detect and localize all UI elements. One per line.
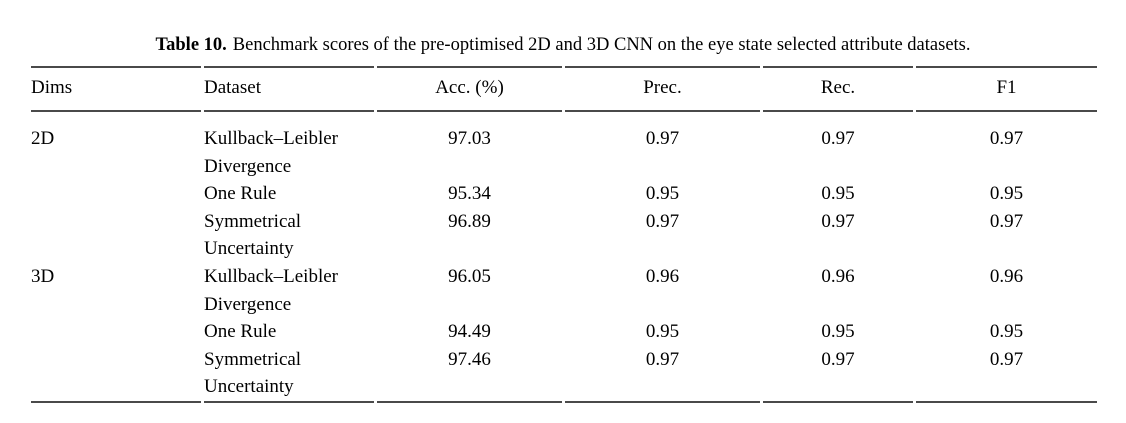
cell-prec: 0.97 — [645, 210, 680, 232]
col-header-rec: Rec. — [763, 66, 913, 112]
cell-prec: 0.95 — [645, 321, 680, 343]
col-header-dataset: Dataset — [204, 66, 374, 112]
cell-dataset: One Rule — [204, 321, 277, 343]
table-caption-label: Table 10. — [155, 35, 227, 55]
col-header-acc: Acc. (%) — [377, 66, 562, 112]
benchmark-table-container: Dims Dataset Acc. (%) Prec. Rec. F1 2D K… — [28, 66, 1100, 403]
cell-rec: 0.97 — [821, 210, 855, 232]
table-row: Symmetrical Uncertainty 96.89 0.97 0.97 … — [31, 208, 1097, 263]
cell-dims-2d: 2D — [31, 128, 55, 149]
cell-acc: 97.46 — [377, 346, 562, 403]
cell-rec: 0.95 — [821, 321, 855, 343]
header-row: Dims Dataset Acc. (%) Prec. Rec. F1 — [31, 66, 1097, 112]
col-header-prec: Prec. — [565, 66, 760, 112]
cell-f1: 0.97 — [989, 128, 1024, 149]
cell-acc: 96.89 — [448, 210, 491, 232]
cell-prec: 0.95 — [645, 183, 680, 205]
cell-rec: 0.96 — [821, 265, 855, 287]
cell-f1: 0.95 — [989, 321, 1024, 343]
col-header-dims: Dims — [31, 66, 201, 112]
cell-dataset: One Rule — [204, 183, 277, 205]
cell-dataset: Symmetrical Uncertainty — [204, 210, 302, 260]
cell-acc: 94.49 — [448, 321, 491, 343]
cell-f1: 0.97 — [989, 210, 1024, 232]
cell-rec: 0.97 — [821, 128, 855, 149]
col-header-f1: F1 — [916, 66, 1097, 112]
cell-dataset: Kullback–Leibler Divergence — [204, 265, 339, 315]
cell-dataset: Symmetrical Uncertainty — [204, 346, 374, 403]
benchmark-table: Dims Dataset Acc. (%) Prec. Rec. F1 2D K… — [28, 66, 1100, 403]
cell-dims-3d: 3D — [31, 263, 201, 403]
cell-rec: 0.97 — [763, 346, 913, 403]
table-row: One Rule 95.34 0.95 0.95 0.95 — [31, 180, 1097, 208]
cell-f1: 0.97 — [916, 346, 1097, 403]
cell-acc: 97.03 — [448, 128, 491, 149]
cell-rec: 0.95 — [821, 183, 855, 205]
cell-prec: 0.97 — [565, 346, 760, 403]
table-row: 3D Kullback–Leibler Divergence 96.05 0.9… — [31, 263, 1097, 403]
table-row: One Rule 94.49 0.95 0.95 0.95 — [31, 318, 1097, 346]
cell-acc: 95.34 — [448, 183, 491, 205]
table-caption-text: Benchmark scores of the pre-optimised 2D… — [232, 35, 971, 55]
cell-f1: 0.95 — [989, 183, 1024, 205]
cell-acc: 96.05 — [448, 265, 491, 287]
table-caption: Table 10. Benchmark scores of the pre-opt… — [0, 33, 1126, 57]
table-row: Symmetrical Uncertainty 97.46 0.97 0.97 … — [31, 346, 1097, 403]
cell-prec: 0.97 — [645, 128, 680, 149]
cell-prec: 0.96 — [645, 265, 680, 287]
cell-dataset: Kullback–Leibler Divergence — [204, 128, 339, 177]
table-row: 2D Kullback–Leibler Divergence 97.03 0.9… — [31, 112, 1097, 180]
cell-f1: 0.96 — [989, 265, 1024, 287]
